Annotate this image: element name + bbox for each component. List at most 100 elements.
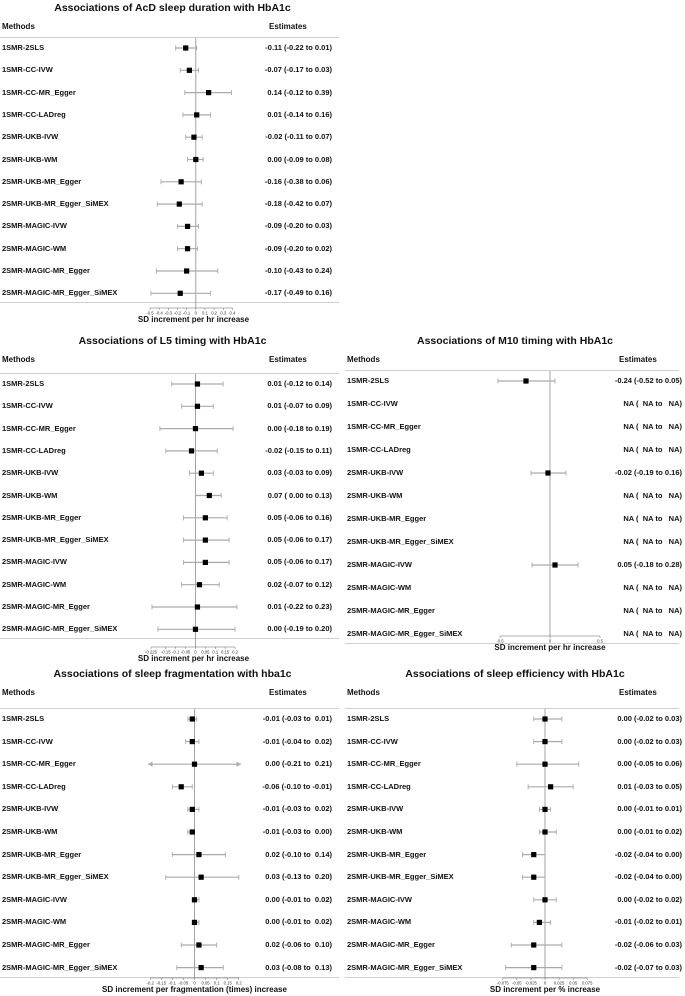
methods-header: Methods (2, 688, 35, 697)
method-label: 1SMR-CC-MR_Egger (2, 87, 76, 97)
point-estimate (192, 426, 199, 432)
method-label: 1SMR-CC-LADreg (2, 781, 66, 791)
header-rule (345, 370, 679, 371)
estimate-value: 0.00 (-0.05 to 0.06) (617, 759, 682, 769)
method-label: 2SMR-UKB-WM (2, 490, 58, 500)
x-tick-label: -0.1 (183, 311, 191, 316)
point-estimate (202, 515, 208, 521)
method-label: 2SMR-UKB-IVW (347, 804, 404, 814)
estimate-value: 0.05 (-0.06 to 0.16) (267, 512, 332, 522)
x-tick-label: -0.1 (169, 981, 177, 986)
x-tick-label: -0.15 (157, 981, 167, 986)
methods-header: Methods (347, 688, 380, 697)
method-label: 2SMR-UKB-MR_Egger (2, 849, 82, 859)
estimate-value: NA ( NA to NA) (623, 399, 682, 408)
point-estimate (198, 965, 204, 971)
estimate-value: -0.01 (-0.03 to 0.02) (262, 804, 332, 814)
x-tick-label: 0 (194, 650, 197, 655)
method-label: 1SMR-CC-IVW (2, 401, 53, 411)
x-tick-label: -0.2 (174, 311, 182, 316)
panel-title: Associations of sleep efficiency with Hb… (405, 668, 625, 680)
estimate-value: 0.00 (-0.01 to 0.02) (265, 917, 332, 927)
method-label: 1SMR-2SLS (347, 376, 390, 385)
estimate-value: 0.05 (-0.06 to 0.17) (267, 557, 332, 567)
bottom-rule (0, 302, 339, 304)
x-tick-label: 0 (544, 981, 547, 986)
point-estimate (545, 470, 551, 476)
x-tick-label: -0.1 (172, 650, 180, 655)
method-label: 1SMR-CC-IVW (347, 399, 398, 408)
point-estimate (523, 378, 529, 384)
method-label: 2SMR-UKB-MR_Egger_SiMEX (2, 199, 109, 209)
method-label: 2SMR-MAGIC-MR_Egger_SiMEX (2, 624, 118, 634)
method-label: 2SMR-MAGIC-IVW (2, 221, 67, 231)
method-label: 2SMR-UKB-MR_Egger (347, 849, 427, 859)
point-estimate (189, 739, 195, 745)
estimate-value: -0.09 (-0.20 to 0.02) (264, 243, 332, 253)
estimate-value: 0.14 (-0.12 to 0.39) (267, 87, 332, 97)
estimate-value: 0.02 (-0.07 to 0.12) (267, 579, 332, 589)
point-estimate (184, 223, 191, 229)
method-label: 2SMR-UKB-IVW (347, 468, 404, 477)
x-tick-label: 0 (195, 311, 198, 316)
estimates-header: Estimates (269, 688, 307, 697)
x-tick-label: -0.4 (156, 311, 164, 316)
forest-plot-area: -0.225 -0.15 -0.1 -0.05 0 0.05 0.1 0.15 0.2 (145, 374, 239, 655)
estimate-value: NA ( NA to NA) (623, 629, 682, 638)
method-label: 2SMR-UKB-MR_Egger_SiMEX (2, 535, 109, 545)
estimate-value: NA ( NA to NA) (623, 422, 682, 431)
method-label: 2SMR-MAGIC-WM (2, 917, 67, 927)
estimate-value: -0.24 (-0.52 to 0.05) (614, 376, 682, 385)
method-label: 2SMR-MAGIC-WM (2, 243, 67, 253)
estimate-value: 0.02 (-0.10 to 0.14) (265, 849, 332, 859)
point-estimate (194, 403, 201, 409)
estimate-value: NA ( NA to NA) (623, 445, 682, 454)
estimate-value: 0.00 (-0.02 to 0.03) (617, 736, 682, 746)
estimate-value: -0.02 (-0.04 to 0.00) (614, 872, 682, 882)
point-estimate (191, 897, 198, 903)
point-estimate (198, 874, 204, 880)
x-tick-label: 0.3 (220, 311, 226, 316)
x-tick-label: -0.5 (146, 311, 154, 316)
x-tick-label: 0 (193, 981, 196, 986)
x-tick-label: -0.025 (525, 981, 538, 986)
point-estimate (177, 290, 183, 296)
point-estimate (194, 604, 201, 610)
methods-header: Methods (2, 22, 35, 31)
point-estimate (542, 716, 548, 722)
estimates-header: Estimates (619, 355, 657, 364)
point-estimate (202, 537, 208, 543)
method-label: 1SMR-CC-MR_Egger (347, 759, 421, 769)
estimate-value: -0.02 (-0.15 to 0.11) (265, 445, 332, 455)
method-label: 2SMR-UKB-IVW (2, 804, 59, 814)
method-label: 1SMR-2SLS (2, 43, 45, 52)
estimate-value: -0.01 (-0.03 to 0.01) (262, 714, 332, 723)
x-tick-label: 0 (549, 639, 552, 644)
method-label: 2SMR-UKB-MR_Egger (347, 514, 427, 523)
estimate-value: NA ( NA to NA) (623, 583, 682, 592)
estimate-value: 0.01 (-0.22 to 0.23) (267, 602, 332, 611)
estimate-value: 0.00 (-0.09 to 0.08) (267, 154, 332, 164)
estimate-value: -0.02 (-0.06 to 0.03) (614, 940, 682, 949)
forest-plot-area: -0.5 0 0.5 (496, 371, 604, 644)
panel-title: Associations of L5 timing with HbA1c (78, 335, 267, 347)
method-label: 1SMR-CC-MR_Egger (2, 759, 76, 769)
method-label: 1SMR-CC-LADreg (2, 109, 66, 119)
point-estimate (184, 268, 190, 274)
estimate-value: -0.16 (-0.38 to 0.06) (264, 176, 332, 186)
point-estimate (191, 919, 198, 925)
estimate-value: 0.00 (-0.18 to 0.19) (267, 423, 332, 433)
estimate-value: 0.01 (-0.07 to 0.09) (267, 401, 332, 411)
method-label: 2SMR-UKB-MR_Egger (2, 512, 82, 522)
estimate-value: NA ( NA to NA) (623, 514, 682, 523)
estimates-header: Estimates (269, 22, 307, 31)
forest-plot-area: -0.2 -0.15 -0.1 -0.05 0 0.05 0.1 0.15 0.2 (147, 709, 242, 986)
estimate-value: 0.00 (-0.21 to 0.21) (265, 759, 332, 769)
method-label: 2SMR-MAGIC-WM (2, 579, 67, 589)
estimate-value: 0.03 (-0.13 to 0.20) (265, 872, 332, 882)
x-axis-label: SD increment per % increase (489, 985, 601, 994)
estimate-value: -0.01 (-0.02 to 0.01) (614, 917, 682, 927)
point-estimate (531, 874, 537, 880)
x-axis-label: SD increment per hr increase (137, 315, 250, 324)
x-tick-label: -0.5 (496, 639, 504, 644)
